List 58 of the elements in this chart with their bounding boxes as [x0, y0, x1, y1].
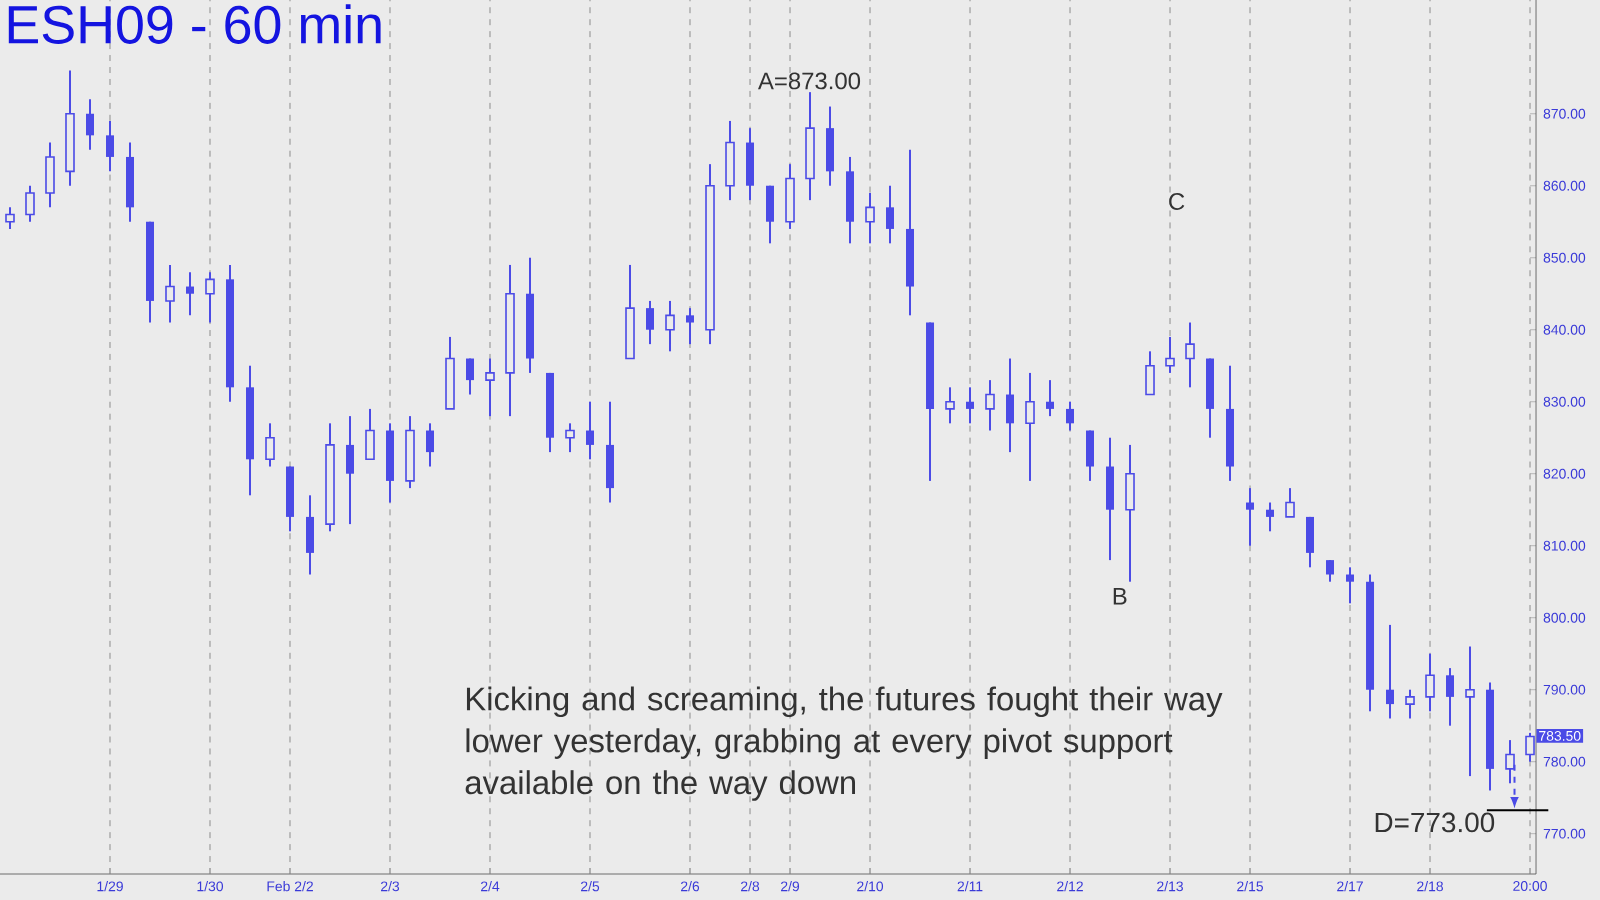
candlestick	[25, 184, 35, 223]
annotation: D=773.00	[1375, 812, 1495, 833]
candlestick	[1405, 688, 1415, 720]
candlestick	[1025, 371, 1035, 482]
candlestick	[1285, 487, 1295, 518]
candlestick	[45, 141, 55, 209]
candlestick	[945, 386, 955, 425]
candlestick	[306, 494, 315, 576]
candlestick	[1266, 501, 1275, 533]
candlestick	[1446, 667, 1455, 727]
candlestick	[646, 299, 655, 346]
candlestick	[1066, 400, 1075, 432]
candlestick	[565, 422, 575, 454]
annotation: A=873.00	[757, 72, 861, 90]
candlestick	[1346, 566, 1355, 605]
candlestick	[5, 206, 15, 230]
candlestick	[426, 422, 435, 468]
candlestick	[1246, 487, 1255, 547]
candlestick	[1165, 335, 1175, 374]
candlestick	[606, 400, 615, 504]
annotation: C	[1169, 193, 1185, 210]
candlestick	[1326, 559, 1335, 583]
candlestick	[86, 98, 94, 151]
candlestick	[746, 127, 755, 202]
candlestick	[985, 379, 995, 432]
candlestick	[1465, 645, 1475, 778]
candlestick	[725, 119, 735, 202]
candlestick	[665, 299, 675, 353]
candlestick	[1185, 321, 1195, 389]
candlestick	[586, 400, 595, 461]
chart-title: ESH09 - 60 min	[8, 4, 381, 44]
candlestick	[1125, 443, 1135, 583]
candlestick	[365, 407, 375, 461]
candlestick	[186, 271, 194, 317]
candlestick	[205, 271, 215, 324]
candlestick	[966, 386, 975, 425]
candlestick	[785, 163, 795, 230]
candlestick	[1425, 652, 1435, 713]
candlestick	[766, 184, 775, 245]
candlestick	[1106, 436, 1115, 562]
candlestick	[1046, 379, 1055, 418]
candlestick	[886, 184, 895, 245]
candlestick	[686, 307, 695, 346]
candlestick	[106, 119, 114, 173]
candlestick	[1306, 515, 1315, 569]
candlestick	[1086, 429, 1095, 482]
candlestick	[1006, 357, 1015, 454]
annotation: Kicking and screaming, the futures fought their way lower yesterday, grabbing at every pivot support available on the way down	[465, 686, 1223, 801]
candlestick	[485, 357, 495, 418]
candlestick	[466, 357, 475, 396]
candlestick	[1386, 623, 1395, 720]
candlestick	[165, 263, 175, 324]
candlestick	[265, 422, 275, 468]
annotation: B	[1113, 587, 1127, 605]
candlestick	[346, 415, 355, 526]
candlestick	[1145, 350, 1155, 396]
candlestick	[826, 105, 835, 187]
candlestick	[865, 191, 875, 245]
